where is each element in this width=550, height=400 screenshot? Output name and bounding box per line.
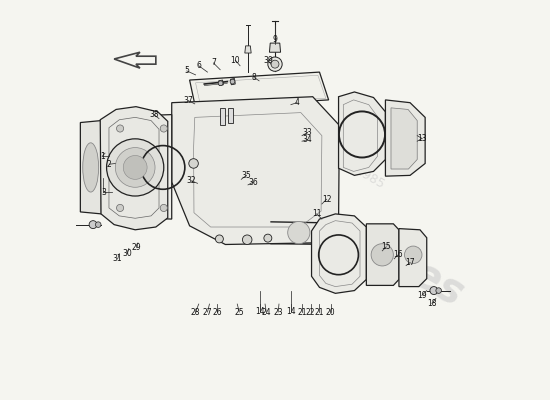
Text: 3: 3 (101, 188, 106, 196)
Text: 13: 13 (417, 134, 427, 143)
Text: 33: 33 (302, 128, 312, 137)
Text: eurospares: eurospares (222, 148, 471, 316)
Polygon shape (100, 107, 168, 230)
Circle shape (288, 222, 310, 244)
Polygon shape (80, 120, 101, 214)
Polygon shape (190, 72, 329, 108)
Circle shape (123, 156, 147, 179)
Text: 23: 23 (273, 308, 283, 316)
Circle shape (89, 221, 97, 229)
Text: 17: 17 (405, 258, 415, 267)
Polygon shape (172, 97, 339, 244)
Text: 14: 14 (286, 307, 296, 316)
Circle shape (117, 125, 124, 132)
Polygon shape (218, 80, 223, 86)
Text: 29: 29 (132, 243, 141, 252)
Circle shape (160, 125, 167, 132)
Text: 35: 35 (241, 171, 251, 180)
Circle shape (371, 244, 393, 266)
Text: 16: 16 (393, 250, 403, 259)
Text: 27: 27 (202, 308, 212, 316)
Text: 21: 21 (315, 308, 324, 316)
Circle shape (160, 204, 167, 212)
Polygon shape (245, 46, 251, 53)
Text: 32: 32 (187, 176, 196, 186)
Text: 10: 10 (230, 56, 240, 65)
Text: 18: 18 (427, 299, 437, 308)
Text: 1: 1 (100, 152, 104, 161)
Polygon shape (366, 224, 399, 286)
Text: 11: 11 (312, 210, 321, 218)
Text: 14: 14 (255, 307, 265, 316)
Ellipse shape (82, 143, 98, 192)
Text: 26: 26 (213, 308, 222, 316)
Polygon shape (270, 43, 280, 52)
Circle shape (230, 79, 235, 84)
Text: 36: 36 (248, 178, 258, 187)
Text: 7: 7 (211, 58, 216, 68)
Circle shape (116, 148, 155, 187)
Circle shape (117, 204, 124, 212)
Text: 8: 8 (252, 73, 257, 82)
Text: 2: 2 (107, 160, 112, 169)
Text: 4: 4 (294, 98, 299, 107)
Circle shape (107, 139, 164, 196)
Polygon shape (112, 114, 172, 219)
Text: 30: 30 (122, 249, 132, 258)
Text: 20: 20 (326, 308, 336, 316)
Polygon shape (311, 214, 366, 293)
Text: a passion since 1985: a passion since 1985 (266, 114, 387, 191)
Text: 15: 15 (381, 242, 391, 251)
Text: 21: 21 (297, 308, 307, 316)
Text: 31: 31 (113, 254, 123, 263)
Text: 34: 34 (302, 135, 312, 144)
Circle shape (436, 288, 442, 293)
Circle shape (268, 57, 282, 71)
Circle shape (216, 235, 223, 243)
Text: 38: 38 (149, 110, 158, 119)
Text: 24: 24 (261, 308, 271, 316)
Polygon shape (220, 108, 225, 124)
Polygon shape (118, 121, 166, 214)
Text: 12: 12 (322, 195, 332, 204)
Text: 5: 5 (184, 66, 189, 76)
Text: 9: 9 (273, 35, 277, 44)
Circle shape (271, 60, 279, 68)
Circle shape (189, 159, 199, 168)
Circle shape (243, 235, 252, 244)
Text: 19: 19 (417, 291, 427, 300)
Circle shape (430, 286, 438, 294)
Text: 22: 22 (306, 308, 316, 316)
Polygon shape (230, 78, 235, 85)
Text: 6: 6 (196, 61, 201, 70)
Circle shape (218, 81, 223, 86)
Circle shape (96, 222, 101, 228)
Text: 25: 25 (234, 308, 244, 316)
Circle shape (404, 246, 422, 264)
Text: 28: 28 (191, 308, 200, 316)
Text: 37: 37 (184, 96, 193, 105)
Text: 39: 39 (263, 56, 273, 65)
Polygon shape (386, 100, 425, 176)
Polygon shape (228, 108, 233, 122)
Circle shape (264, 234, 272, 242)
Polygon shape (391, 108, 417, 169)
Polygon shape (339, 92, 386, 175)
Polygon shape (399, 228, 427, 286)
